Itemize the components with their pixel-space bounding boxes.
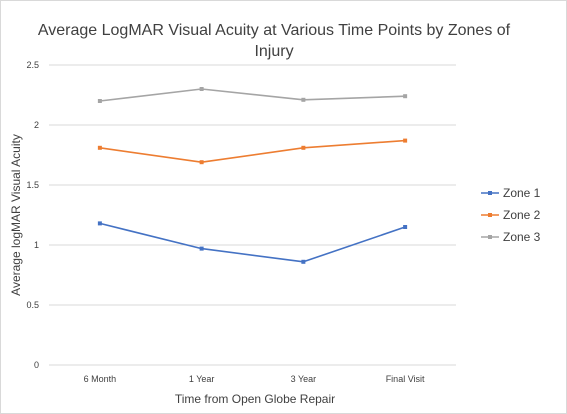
data-point-zone-3 — [301, 97, 306, 102]
series-lines — [97, 87, 408, 264]
data-point-zone-3 — [199, 87, 204, 91]
x-axis-ticks: 6 Month 1 Year 3 Year Final Visit — [84, 374, 425, 384]
legend-label-zone-1: Zone 1 — [503, 186, 541, 200]
y-tick-label: 2.5 — [26, 60, 39, 70]
x-tick-label: Final Visit — [386, 374, 425, 384]
data-point-zone-2 — [301, 145, 306, 150]
legend-marker-zone-2 — [488, 213, 492, 217]
data-point-zone-1 — [301, 259, 306, 264]
data-point-zone-2 — [97, 145, 102, 150]
x-tick-label: 1 Year — [189, 374, 215, 384]
legend-marker-zone-1 — [488, 191, 492, 195]
legend: Zone 1 Zone 2 Zone 3 — [481, 186, 541, 244]
chart-title-line-1: Average LogMAR Visual Acuity at Various … — [38, 22, 511, 39]
legend-label-zone-2: Zone 2 — [503, 208, 541, 222]
y-axis-title: Average logMAR Visual Acuity — [9, 134, 23, 296]
x-tick-label: 6 Month — [84, 374, 117, 384]
data-point-zone-1 — [199, 246, 204, 251]
data-point-zone-2 — [199, 160, 204, 165]
y-tick-label: 1 — [34, 240, 39, 250]
data-point-zone-3 — [97, 99, 102, 103]
series-line-zone-3 — [99, 88, 406, 102]
legend-label-zone-3: Zone 3 — [503, 230, 541, 244]
y-tick-label: 2 — [34, 120, 39, 130]
y-tick-label: 0 — [34, 360, 39, 370]
series-line-zone-2 — [99, 139, 406, 163]
data-point-zone-1 — [403, 225, 408, 229]
legend-marker-zone-3 — [488, 235, 492, 239]
chart-title-line-2: Injury — [254, 43, 293, 60]
x-axis-title: Time from Open Globe Repair — [175, 392, 335, 406]
data-point-zone-3 — [403, 94, 408, 99]
y-tick-label: 0.5 — [26, 300, 39, 310]
data-point-zone-1 — [97, 221, 102, 226]
x-tick-label: 3 Year — [291, 374, 317, 384]
y-tick-label: 1.5 — [26, 180, 39, 190]
gridlines — [49, 64, 456, 366]
series-line-zone-1 — [99, 222, 406, 263]
y-axis-ticks: 0 0.5 1 1.5 2 2.5 — [26, 60, 39, 370]
data-point-zone-2 — [403, 138, 408, 143]
